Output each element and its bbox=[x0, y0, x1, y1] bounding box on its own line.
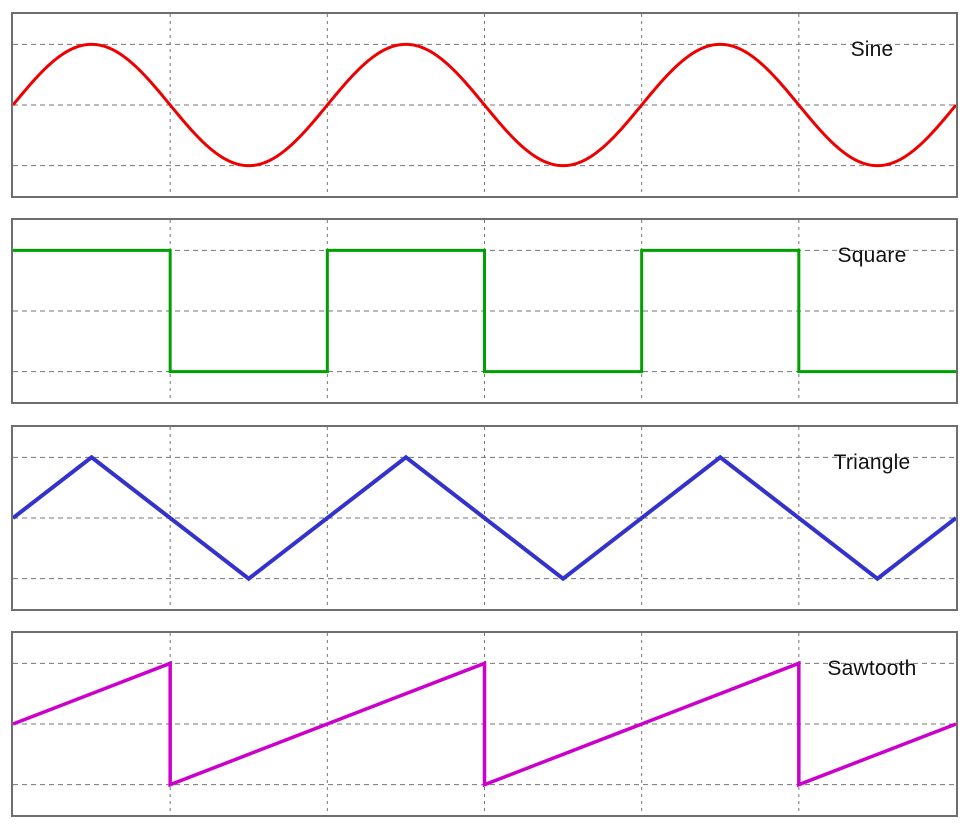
sawtooth-label: Sawtooth bbox=[827, 657, 917, 680]
square-label: Square bbox=[837, 244, 907, 267]
sine-wave-chart bbox=[13, 14, 956, 196]
sine-label: Sine bbox=[850, 38, 894, 61]
triangle-wave-chart bbox=[13, 427, 956, 609]
panel-sawtooth: Sawtooth bbox=[11, 631, 958, 817]
panel-triangle: Triangle bbox=[11, 425, 958, 611]
panel-square: Square bbox=[11, 218, 958, 404]
triangle-label: Triangle bbox=[833, 451, 911, 474]
sawtooth-wave-chart bbox=[13, 633, 956, 815]
square-wave-chart bbox=[13, 220, 956, 402]
panel-sine: Sine bbox=[11, 12, 958, 198]
